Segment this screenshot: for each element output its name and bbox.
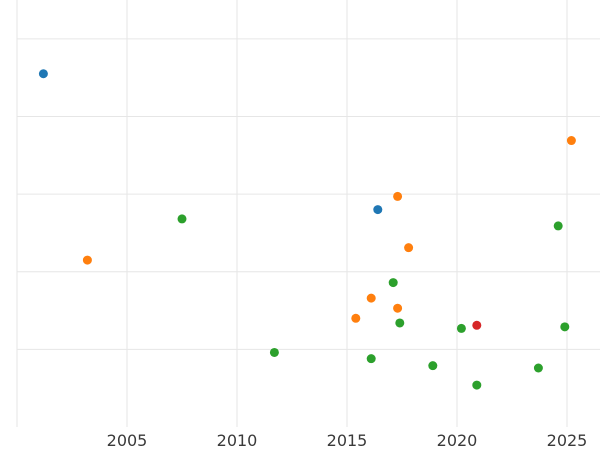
data-point-blue (373, 205, 383, 215)
data-point-green (366, 354, 376, 364)
data-point-green (456, 323, 466, 333)
data-point-green (388, 278, 398, 288)
data-point-orange (393, 191, 403, 201)
data-point-orange (404, 243, 414, 253)
data-point-green (472, 380, 482, 390)
x-tick-label: 2015 (327, 431, 368, 450)
data-point-orange (393, 303, 403, 313)
grid-layer (16, 0, 600, 427)
data-point-blue (38, 69, 48, 79)
data-point-green (533, 363, 543, 373)
data-point-orange (351, 313, 361, 323)
data-point-green (560, 322, 570, 332)
x-tick-label: 2010 (217, 431, 258, 450)
x-tick-label: 2005 (107, 431, 148, 450)
data-point-green (177, 214, 187, 224)
data-point-red (472, 320, 482, 330)
data-point-green (269, 347, 279, 357)
data-points (38, 69, 576, 390)
data-point-green (428, 361, 438, 371)
data-point-green (395, 318, 405, 328)
x-tick-label: 2025 (547, 431, 588, 450)
data-point-orange (566, 136, 576, 146)
x-tick-label: 2020 (437, 431, 478, 450)
x-tick-labels: 2005 2010 2015 2020 2025 (107, 431, 588, 450)
data-point-orange (82, 255, 92, 265)
data-point-green (553, 221, 563, 231)
data-point-orange (366, 293, 376, 303)
